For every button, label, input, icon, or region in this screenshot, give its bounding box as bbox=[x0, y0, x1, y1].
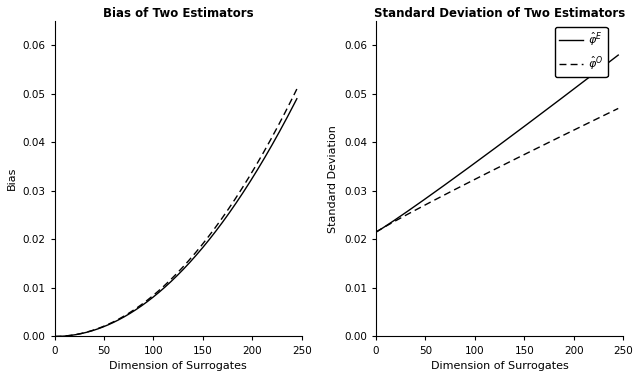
$\hat{\varphi}^E$ bbox=[571, 86, 579, 91]
Line: $\hat{\varphi}^E$: $\hat{\varphi}^E$ bbox=[376, 55, 618, 232]
$\hat{\varphi}^O$ bbox=[503, 161, 511, 166]
Y-axis label: Standard Deviation: Standard Deviation bbox=[328, 125, 339, 233]
Legend: $\hat{\varphi}^E$, $\hat{\varphi}^O$: $\hat{\varphi}^E$, $\hat{\varphi}^O$ bbox=[554, 27, 607, 77]
$\hat{\varphi}^O$ bbox=[571, 127, 579, 132]
Line: $\hat{\varphi}^O$: $\hat{\varphi}^O$ bbox=[376, 108, 618, 232]
Title: Bias of Two Estimators: Bias of Two Estimators bbox=[103, 7, 253, 20]
$\hat{\varphi}^E$ bbox=[503, 137, 511, 141]
$\hat{\varphi}^E$ bbox=[487, 149, 495, 153]
$\hat{\varphi}^O$ bbox=[488, 168, 496, 173]
$\hat{\varphi}^O$ bbox=[614, 106, 622, 111]
X-axis label: Dimension of Surrogates: Dimension of Surrogates bbox=[109, 361, 247, 371]
$\hat{\varphi}^E$ bbox=[614, 53, 622, 57]
$\hat{\varphi}^O$ bbox=[487, 169, 495, 174]
Title: Standard Deviation of Two Estimators: Standard Deviation of Two Estimators bbox=[374, 7, 625, 20]
$\hat{\varphi}^E$ bbox=[516, 127, 524, 132]
Y-axis label: Bias: Bias bbox=[7, 167, 17, 191]
$\hat{\varphi}^O$ bbox=[609, 109, 616, 113]
$\hat{\varphi}^E$ bbox=[372, 230, 380, 234]
$\hat{\varphi}^E$ bbox=[488, 148, 496, 152]
$\hat{\varphi}^O$ bbox=[372, 230, 380, 234]
X-axis label: Dimension of Surrogates: Dimension of Surrogates bbox=[431, 361, 568, 371]
$\hat{\varphi}^E$ bbox=[609, 57, 616, 62]
$\hat{\varphi}^O$ bbox=[516, 154, 524, 159]
